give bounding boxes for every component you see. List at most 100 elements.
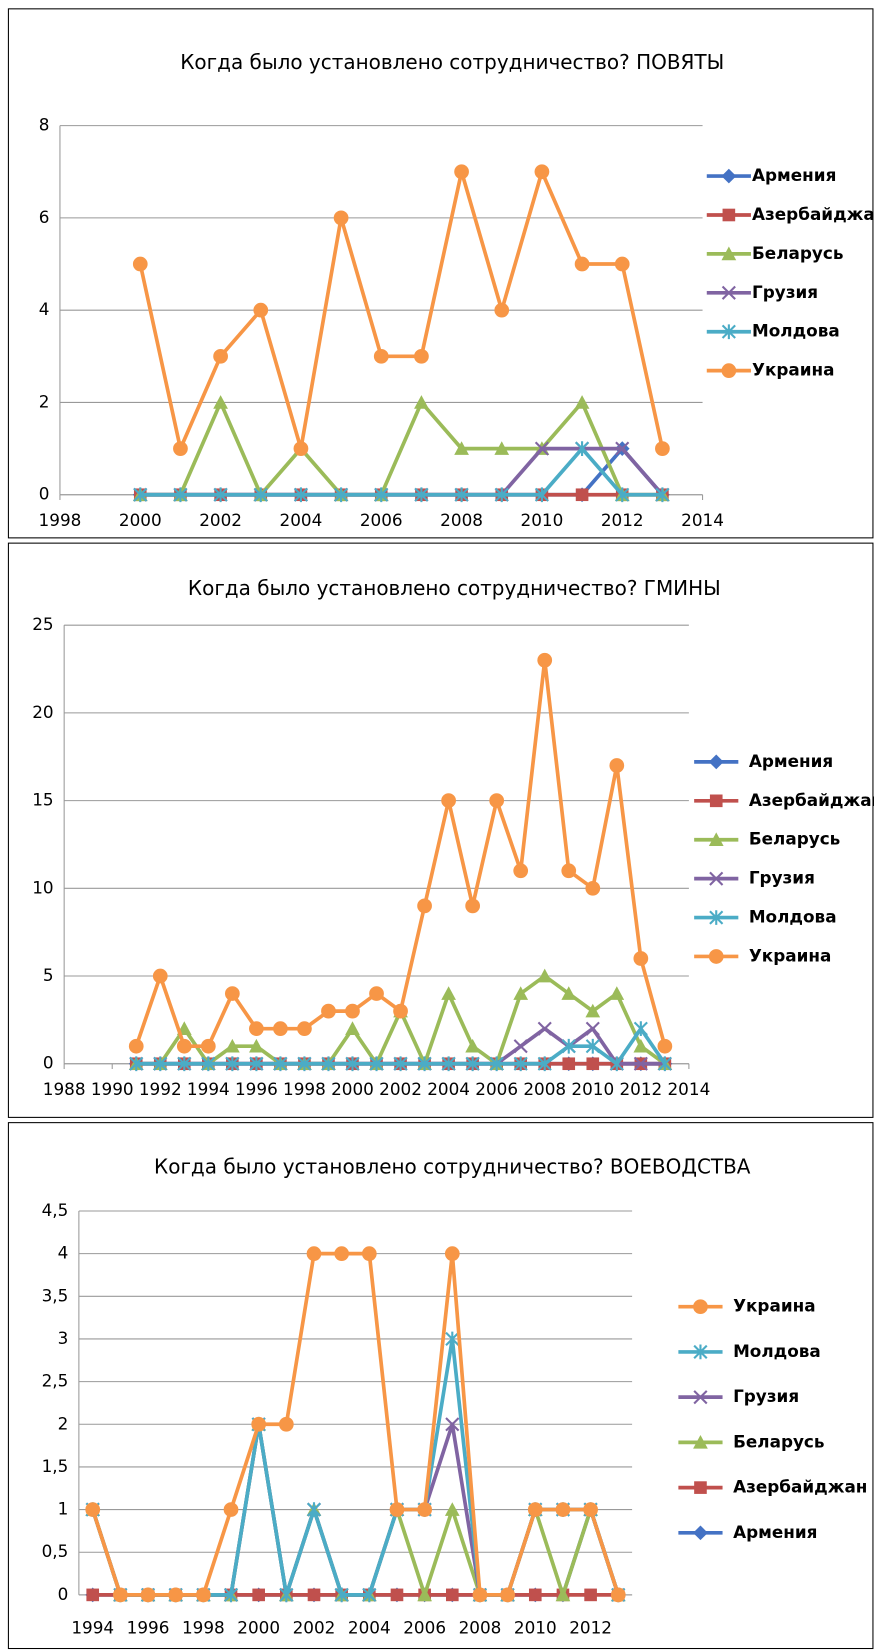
marker (253, 487, 268, 503)
marker (583, 1502, 598, 1517)
marker (575, 441, 590, 456)
marker (393, 1056, 408, 1072)
legend-marker (722, 208, 736, 222)
x-tick-label: 1988 (43, 1079, 86, 1099)
marker (584, 1588, 597, 1602)
marker (585, 1003, 601, 1018)
x-tick-label: 2004 (280, 510, 323, 530)
marker (574, 395, 590, 409)
legend-marker (709, 794, 723, 808)
marker (555, 1502, 571, 1517)
marker (513, 1056, 528, 1072)
marker (128, 1038, 144, 1054)
marker (361, 1246, 377, 1262)
marker (417, 898, 432, 914)
marker (273, 1056, 288, 1072)
marker (537, 1056, 552, 1072)
panel (7, 1122, 874, 1650)
marker (321, 1056, 336, 1072)
y-tick-label: 0 (58, 1584, 69, 1604)
marker (633, 951, 649, 966)
marker (494, 302, 510, 318)
marker (369, 986, 384, 1001)
marker (297, 1021, 312, 1037)
marker (223, 1587, 239, 1603)
legend-label: Молдова (733, 1341, 821, 1361)
marker (140, 1587, 156, 1603)
marker (417, 1056, 432, 1072)
marker (333, 210, 349, 226)
legend-label: Молдова (752, 321, 840, 341)
legend-label: Армения (749, 751, 833, 771)
marker (465, 898, 481, 914)
marker (513, 863, 529, 879)
x-tick-label: 2010 (521, 510, 564, 530)
x-tick-label: 1998 (283, 1079, 326, 1099)
legend-label: Украина (752, 360, 834, 380)
marker (321, 1003, 336, 1019)
legend-marker (721, 246, 737, 261)
series-line (140, 400, 663, 497)
x-tick-label: 2014 (667, 1079, 710, 1099)
marker (213, 348, 228, 364)
marker (85, 1502, 101, 1517)
x-tick-label: 1990 (91, 1079, 134, 1099)
legend-label: Беларусь (733, 1431, 824, 1451)
marker (390, 1588, 404, 1602)
marker (445, 1331, 460, 1347)
marker (534, 487, 549, 503)
marker (201, 1056, 216, 1072)
marker (225, 1056, 240, 1072)
legend-label: Беларусь (752, 243, 843, 263)
legend-label: Беларусь (749, 829, 840, 849)
marker (224, 986, 240, 1001)
marker (249, 1056, 264, 1072)
marker (414, 487, 429, 503)
x-tick-label: 2010 (514, 1618, 557, 1638)
marker (454, 441, 469, 455)
x-tick-label: 1994 (71, 1618, 114, 1638)
marker (610, 1587, 626, 1603)
marker (345, 1021, 360, 1035)
y-tick-label: 5 (43, 965, 54, 985)
marker (173, 441, 188, 456)
marker (586, 1057, 600, 1071)
marker (334, 1587, 349, 1603)
marker (113, 1587, 128, 1603)
legend-marker (694, 1481, 707, 1494)
y-tick-label: 1,5 (42, 1456, 69, 1476)
marker (417, 1502, 433, 1517)
x-tick-label: 2004 (348, 1618, 391, 1638)
x-tick-label: 2006 (403, 1618, 446, 1638)
marker (633, 1038, 649, 1053)
legend-label: Армения (733, 1522, 817, 1542)
marker (334, 487, 349, 503)
marker (537, 652, 553, 668)
x-tick-label: 2008 (459, 1618, 502, 1638)
x-tick-label: 2004 (427, 1079, 470, 1099)
marker (441, 986, 456, 1000)
chart-title: Когда было установлено сотрудничество? В… (154, 1154, 751, 1178)
marker (534, 164, 550, 180)
x-tick-label: 2014 (681, 510, 724, 530)
x-tick-label: 2006 (360, 510, 403, 530)
legend-marker (708, 949, 724, 964)
marker (273, 1021, 288, 1037)
marker (133, 487, 148, 503)
y-tick-label: 25 (32, 614, 53, 634)
y-tick-label: 4,5 (42, 1200, 69, 1220)
y-tick-label: 2 (39, 391, 50, 411)
y-tick-label: 3 (58, 1328, 69, 1348)
x-tick-label: 1996 (127, 1618, 170, 1638)
legend-label: Молдова (749, 907, 837, 927)
marker (306, 1502, 322, 1517)
marker (574, 256, 590, 272)
marker (655, 441, 670, 456)
marker (249, 1038, 264, 1053)
x-tick-label: 2012 (569, 1618, 612, 1638)
legend-marker (721, 285, 736, 300)
marker (306, 1246, 322, 1262)
marker (249, 1021, 264, 1037)
